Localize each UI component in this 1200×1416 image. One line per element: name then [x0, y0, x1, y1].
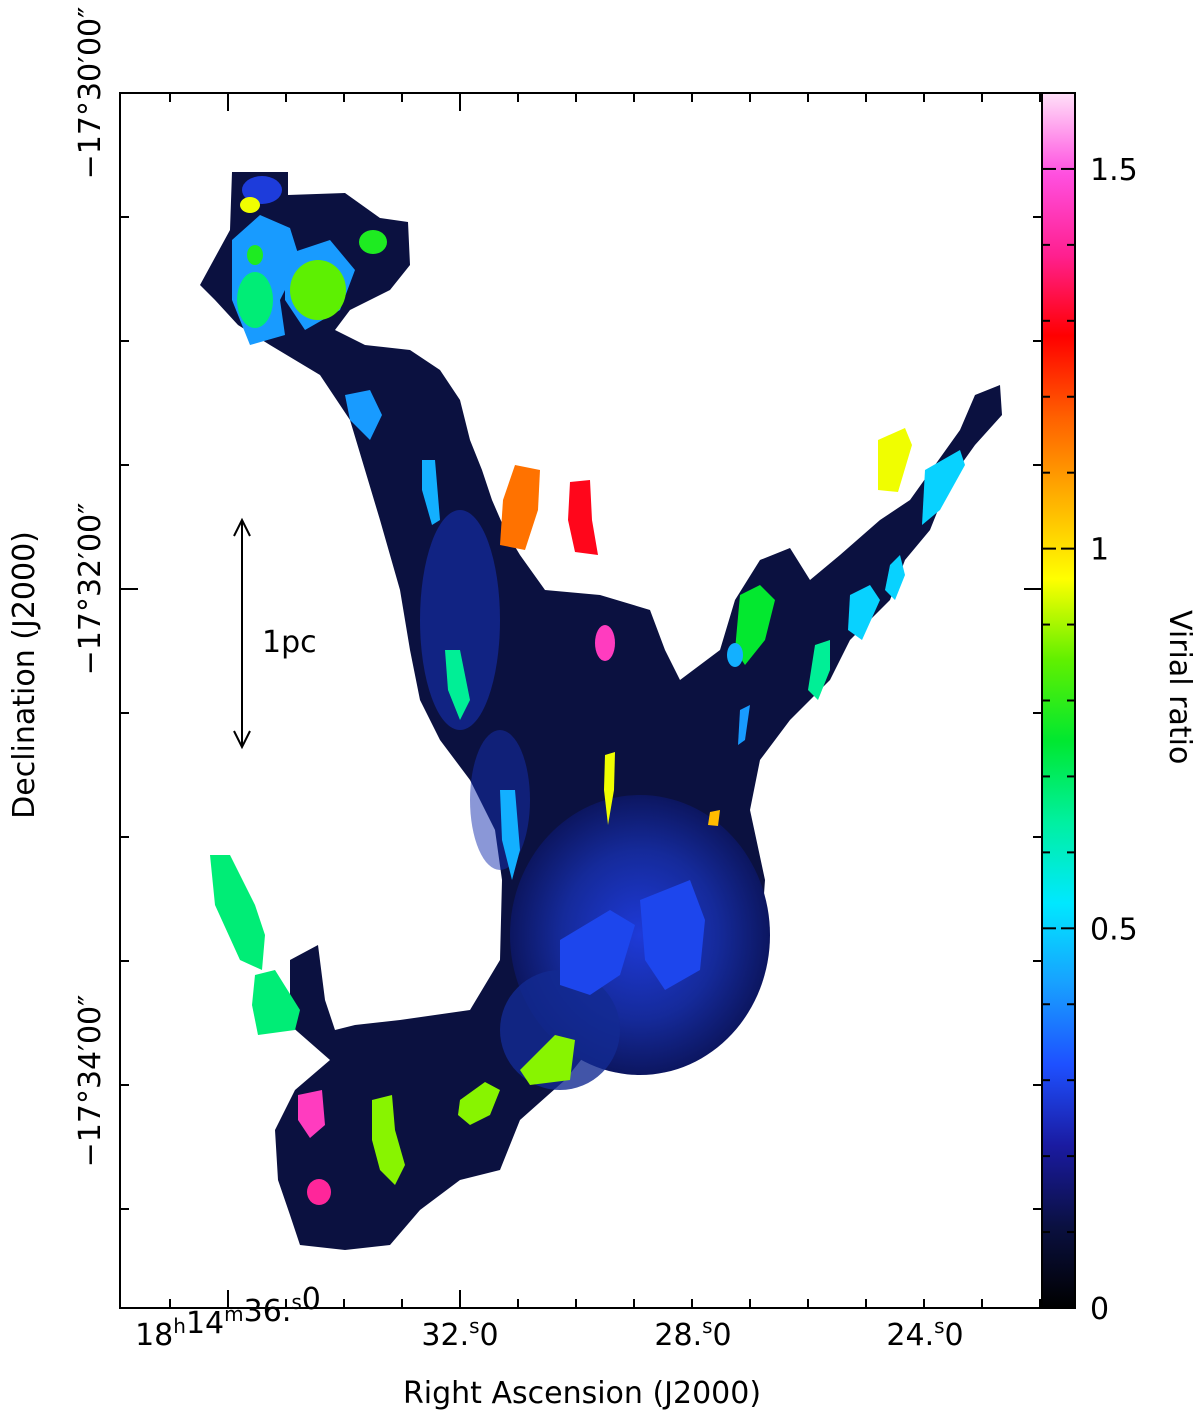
y-tick-label: −17°30′00″	[73, 7, 108, 180]
colorbar-label: Virial ratio	[1162, 610, 1197, 764]
clump-c11	[568, 480, 598, 555]
clump-c08	[359, 230, 387, 254]
clump-c18	[458, 1082, 500, 1125]
clump-c25	[727, 643, 743, 667]
scale-bar: 1pc	[233, 517, 317, 750]
clump-c14	[708, 810, 720, 826]
y-axis-label: Declination (J2000)	[7, 531, 42, 819]
clump-c27	[738, 705, 750, 745]
clump-c07	[240, 197, 260, 213]
scale-bar-label: 1pc	[262, 625, 317, 660]
x-tick-label: 18h14m36.s0	[135, 1282, 321, 1353]
cloud-ridge	[420, 510, 500, 730]
cloud-outline	[200, 172, 1002, 1250]
clump-c24	[735, 585, 775, 665]
frame-ticks	[120, 92, 1042, 1308]
clump-c21	[307, 1179, 331, 1205]
colorbar-tick-label: 0.5	[1090, 912, 1138, 947]
colorbar-tick-label: 1.5	[1090, 153, 1138, 188]
clump-c10	[500, 465, 540, 550]
clump-c20	[298, 1090, 325, 1138]
clump-c05	[242, 176, 282, 204]
clump-c15	[560, 910, 635, 995]
colorbar-tick-label: 1	[1090, 533, 1109, 568]
scale-bar-arrow-bottom	[233, 730, 251, 750]
x-tick-label: 32.s0	[421, 1314, 498, 1353]
clump-c32	[422, 460, 440, 525]
colorbar: 0 0.5 1 1.5 Virial ratio	[1041, 92, 1197, 1327]
clump-c33	[445, 650, 470, 720]
clump-c13	[878, 428, 912, 492]
clump-c17	[520, 1035, 575, 1085]
y-tick-label: −17°34′00″	[73, 995, 108, 1168]
clump-c23	[252, 970, 300, 1035]
clump-c06	[247, 245, 263, 265]
x-tick-label: 24.s0	[886, 1314, 963, 1353]
colorbar-ticks: 0 0.5 1 1.5	[1042, 153, 1138, 1327]
clump-c09	[345, 390, 382, 440]
colorbar-tick-label: 0	[1090, 1292, 1109, 1327]
clump-c31	[604, 752, 615, 825]
x-axis-label: Right Ascension (J2000)	[403, 1376, 761, 1411]
x-tick-labels: 18h14m36.s0 32.s0 28.s0 24.s0	[135, 1282, 964, 1353]
x-tick-label: 28.s0	[654, 1314, 731, 1353]
clump-c28	[848, 585, 880, 640]
clump-c26	[808, 640, 830, 700]
clump-c29	[885, 555, 905, 600]
clump-c30	[922, 450, 965, 525]
clump-c02	[237, 272, 273, 328]
clump-c12	[595, 625, 615, 661]
cloud-ridge-2	[470, 730, 530, 870]
cloud-emission	[200, 172, 1002, 1250]
clump-c34	[500, 790, 520, 880]
y-tick-labels: −17°30′00″ −17°32′00″ −17°34′00″	[73, 7, 108, 1168]
clumps	[210, 176, 965, 1205]
clump-c19	[372, 1095, 405, 1185]
scale-bar-arrow-top	[233, 517, 251, 537]
y-tick-label: −17°32′00″	[73, 503, 108, 676]
clump-c04	[290, 260, 346, 320]
clump-c22	[210, 855, 265, 970]
clump-c16	[640, 880, 705, 990]
